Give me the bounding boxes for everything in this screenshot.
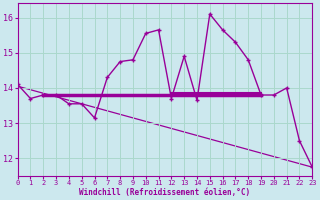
X-axis label: Windchill (Refroidissement éolien,°C): Windchill (Refroidissement éolien,°C) bbox=[79, 188, 251, 197]
